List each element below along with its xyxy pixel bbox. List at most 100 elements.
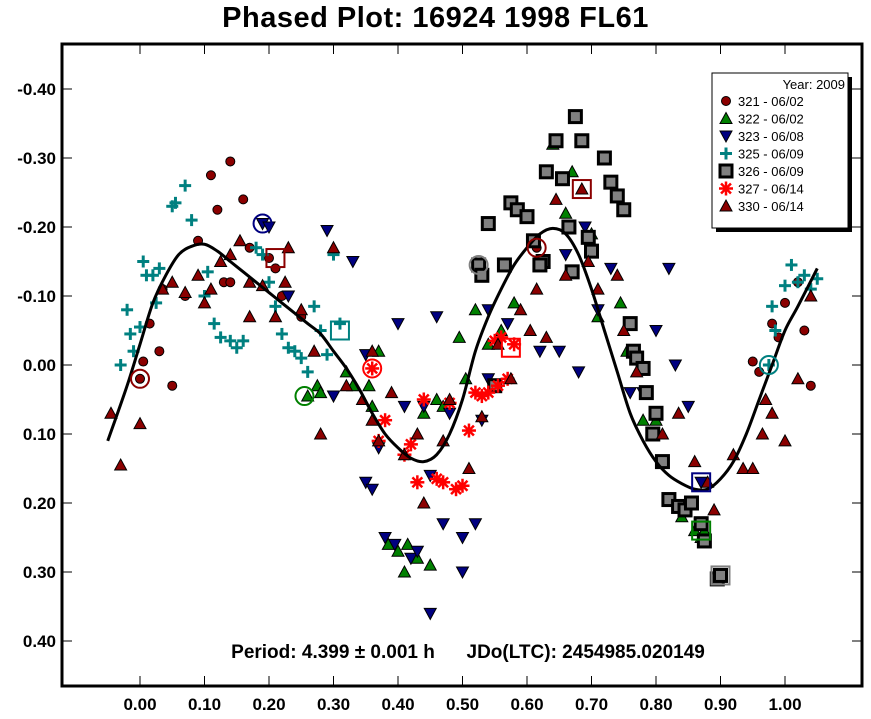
data-point-series-2 <box>281 290 296 304</box>
data-point-series-6 <box>629 364 644 378</box>
data-point-series-6 <box>539 330 554 343</box>
data-point-series-2 <box>436 518 450 531</box>
data-point-series-2 <box>320 224 334 238</box>
data-point-series-1 <box>558 206 573 219</box>
x-tick-label: 0.90 <box>704 695 737 714</box>
data-point-series-6 <box>745 461 760 474</box>
data-point-series-1 <box>423 558 438 571</box>
data-point-series-2 <box>378 532 392 545</box>
data-point-series-2 <box>391 318 405 331</box>
highlight-circle <box>526 237 547 258</box>
data-point-series-2 <box>668 359 683 373</box>
legend: Year: 2009 321 - 06/02 322 - 06/02 323 - 0… <box>711 72 852 232</box>
data-point-series-6 <box>803 288 818 302</box>
y-tick-label: 0.00 <box>23 356 56 375</box>
data-point-series-3 <box>214 331 227 344</box>
x-tick-label: 0.60 <box>510 695 543 714</box>
data-point-series-3 <box>230 341 243 354</box>
highlight-circle <box>294 386 315 407</box>
highlight-circle <box>252 213 273 234</box>
axis-ticks: 0.00 0.10 0.20 0.30 0.40 0.50 0.60 0.70 0.80 0.90… <box>17 44 862 714</box>
data-point-series-2 <box>649 325 663 338</box>
data-point-series-4 <box>609 188 625 204</box>
y-tick-label: 0.10 <box>23 425 56 444</box>
data-point-series-0 <box>167 380 178 391</box>
y-tick-label: 0.30 <box>23 563 56 582</box>
fit-curve-layer <box>106 226 819 492</box>
data-point-series-6 <box>523 323 538 336</box>
data-point-series-6 <box>268 309 283 323</box>
data-point-series-2 <box>397 400 412 414</box>
data-point-series-4 <box>648 405 664 421</box>
highlight-square <box>571 179 592 200</box>
data-point-series-3 <box>282 341 295 354</box>
y-tick-label: -0.10 <box>17 287 56 306</box>
data-point-series-1 <box>400 537 415 550</box>
x-tick-label: 0.10 <box>188 695 221 714</box>
data-point-series-0 <box>780 297 790 308</box>
data-point-series-1 <box>613 295 628 309</box>
data-point-series-3 <box>201 265 214 278</box>
fit-curve-line <box>106 226 819 492</box>
data-point-series-6 <box>765 406 779 419</box>
y-tick-label: 0.20 <box>23 494 56 513</box>
data-point-series-6 <box>307 344 321 357</box>
legend-entry-label: 323 - 06/08 <box>738 129 804 144</box>
data-point-series-4 <box>532 257 548 273</box>
data-point-series-6 <box>610 268 625 281</box>
data-point-series-3 <box>766 300 779 313</box>
data-point-series-5 <box>481 385 496 400</box>
highlight-square <box>500 337 521 358</box>
data-point-series-3 <box>295 352 308 365</box>
data-point-series-5 <box>378 413 393 428</box>
data-point-series-4 <box>538 164 554 180</box>
legend-entry-label: 327 - 06/14 <box>738 182 804 197</box>
x-tick-label: 0.30 <box>317 695 350 714</box>
data-point-series-5 <box>403 437 418 452</box>
data-point-series-5 <box>455 478 470 493</box>
data-point-series-3 <box>333 317 346 330</box>
data-point-series-3 <box>185 214 198 227</box>
data-point-series-2 <box>455 532 470 545</box>
data-point-series-0 <box>238 194 249 205</box>
data-point-series-3 <box>250 241 263 254</box>
data-point-series-3 <box>208 317 221 330</box>
data-point-series-6 <box>326 240 341 254</box>
legend-entry-label: 322 - 06/02 <box>738 112 804 127</box>
data-point-series-0 <box>225 156 236 167</box>
data-point-series-4 <box>596 150 612 166</box>
data-point-series-0 <box>154 346 165 357</box>
data-point-series-6 <box>104 406 118 419</box>
data-point-series-6 <box>133 416 147 430</box>
data-point-series-6 <box>384 385 399 399</box>
y-tick-label: -0.20 <box>17 218 56 237</box>
data-point-series-6 <box>178 285 192 299</box>
data-point-series-4 <box>696 533 712 549</box>
legend-entry-label: 325 - 06/09 <box>738 147 804 162</box>
highlight-circle <box>758 355 779 375</box>
data-point-series-2 <box>429 311 444 324</box>
data-point-series-2 <box>623 387 638 400</box>
data-point-series-6 <box>791 371 805 385</box>
data-point-series-5 <box>436 475 451 490</box>
data-point-series-4 <box>561 219 577 235</box>
data-point-series-2 <box>558 249 573 262</box>
data-point-series-2 <box>387 538 402 552</box>
data-point-series-4 <box>622 316 638 332</box>
data-point-series-4 <box>603 174 619 190</box>
data-point-series-6 <box>529 282 544 295</box>
highlight-square <box>710 565 731 586</box>
x-tick-label: 0.50 <box>446 695 479 714</box>
y-tick-label: 0.40 <box>23 632 56 651</box>
data-point-series-3 <box>779 279 791 292</box>
data-point-series-3 <box>785 258 798 271</box>
data-point-series-6 <box>191 268 205 281</box>
data-point-series-5 <box>365 361 380 376</box>
legend-box <box>711 72 849 229</box>
highlight-markers-layer <box>130 179 779 586</box>
data-point-series-2 <box>410 545 425 559</box>
x-tick-label: 1.00 <box>768 695 801 714</box>
data-point-series-2 <box>468 518 483 531</box>
data-point-series-6 <box>707 502 721 516</box>
data-point-series-2 <box>455 566 470 580</box>
